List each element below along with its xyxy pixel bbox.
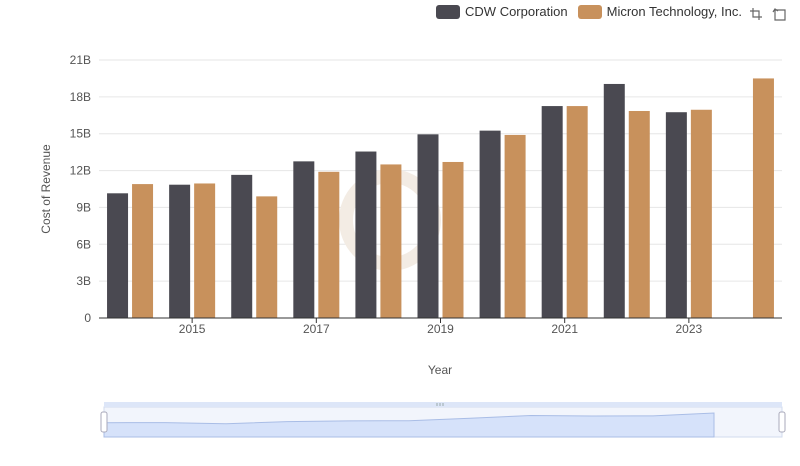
bar-micron-2023 <box>690 109 712 318</box>
x-tick-label: 2017 <box>303 322 330 336</box>
bar-cdw-2017 <box>293 161 315 318</box>
y-tick-label: 18B <box>70 90 91 104</box>
data-zoom-handle-left <box>100 411 108 433</box>
legend-item-micron[interactable]: Micron Technology, Inc. <box>577 4 742 19</box>
toolbox <box>748 6 788 22</box>
bars <box>107 78 774 318</box>
y-tick-label: 6B <box>76 237 91 251</box>
data-zoom-handle-right <box>778 411 786 433</box>
bar-micron-2022 <box>628 110 650 318</box>
axes: 0 3B 6B 9B 12B 15B 18B 21B 2015 2017 2019 2021 2023 <box>70 53 782 336</box>
zoom-select-icon[interactable] <box>748 6 764 22</box>
bar-cdw-2016 <box>231 174 253 318</box>
x-tick-label: 2021 <box>551 322 578 336</box>
x-tick-label: 2019 <box>427 322 454 336</box>
bar-cdw-2023 <box>665 112 687 318</box>
bar-micron-2024 <box>752 78 774 318</box>
bar-micron-2021 <box>566 106 588 318</box>
x-tick-label: 2015 <box>179 322 206 336</box>
bar-cdw-2022 <box>603 83 625 318</box>
legend-item-cdw[interactable]: CDW Corporation <box>436 4 568 19</box>
bar-micron-2020 <box>504 134 526 318</box>
x-axis-label: Year <box>428 363 452 377</box>
y-axis-label: Cost of Revenue <box>39 144 53 234</box>
bar-micron-2014 <box>132 184 154 318</box>
restore-icon[interactable] <box>772 6 788 22</box>
bar-micron-2015 <box>194 183 216 318</box>
bar-cdw-2014 <box>107 193 129 318</box>
y-tick-label: 0 <box>84 311 91 325</box>
legend-label-micron: Micron Technology, Inc. <box>606 4 742 19</box>
bar-cdw-2020 <box>479 130 501 318</box>
bar-cdw-2021 <box>541 106 563 318</box>
bar-cdw-2019 <box>417 134 439 318</box>
bar-micron-2017 <box>318 171 340 318</box>
y-tick-label: 12B <box>70 164 91 178</box>
y-tick-label: 9B <box>76 200 91 214</box>
bar-cdw-2018 <box>355 151 377 318</box>
data-zoom-slider[interactable] <box>100 402 786 438</box>
bar-micron-2019 <box>442 161 464 318</box>
bar-cdw-2015 <box>169 184 191 318</box>
bar-micron-2018 <box>380 164 402 318</box>
y-tick-label: 15B <box>70 127 91 141</box>
legend-swatch-cdw <box>436 4 461 19</box>
data-zoom-preview <box>103 412 715 438</box>
y-tick-label: 3B <box>76 274 91 288</box>
legend-swatch-micron <box>577 4 602 19</box>
bar-micron-2016 <box>256 196 278 318</box>
y-tick-label: 21B <box>70 53 91 67</box>
x-tick-label: 2023 <box>676 322 703 336</box>
legend: CDW Corporation Micron Technology, Inc. <box>436 4 742 19</box>
legend-label-cdw: CDW Corporation <box>465 4 568 19</box>
